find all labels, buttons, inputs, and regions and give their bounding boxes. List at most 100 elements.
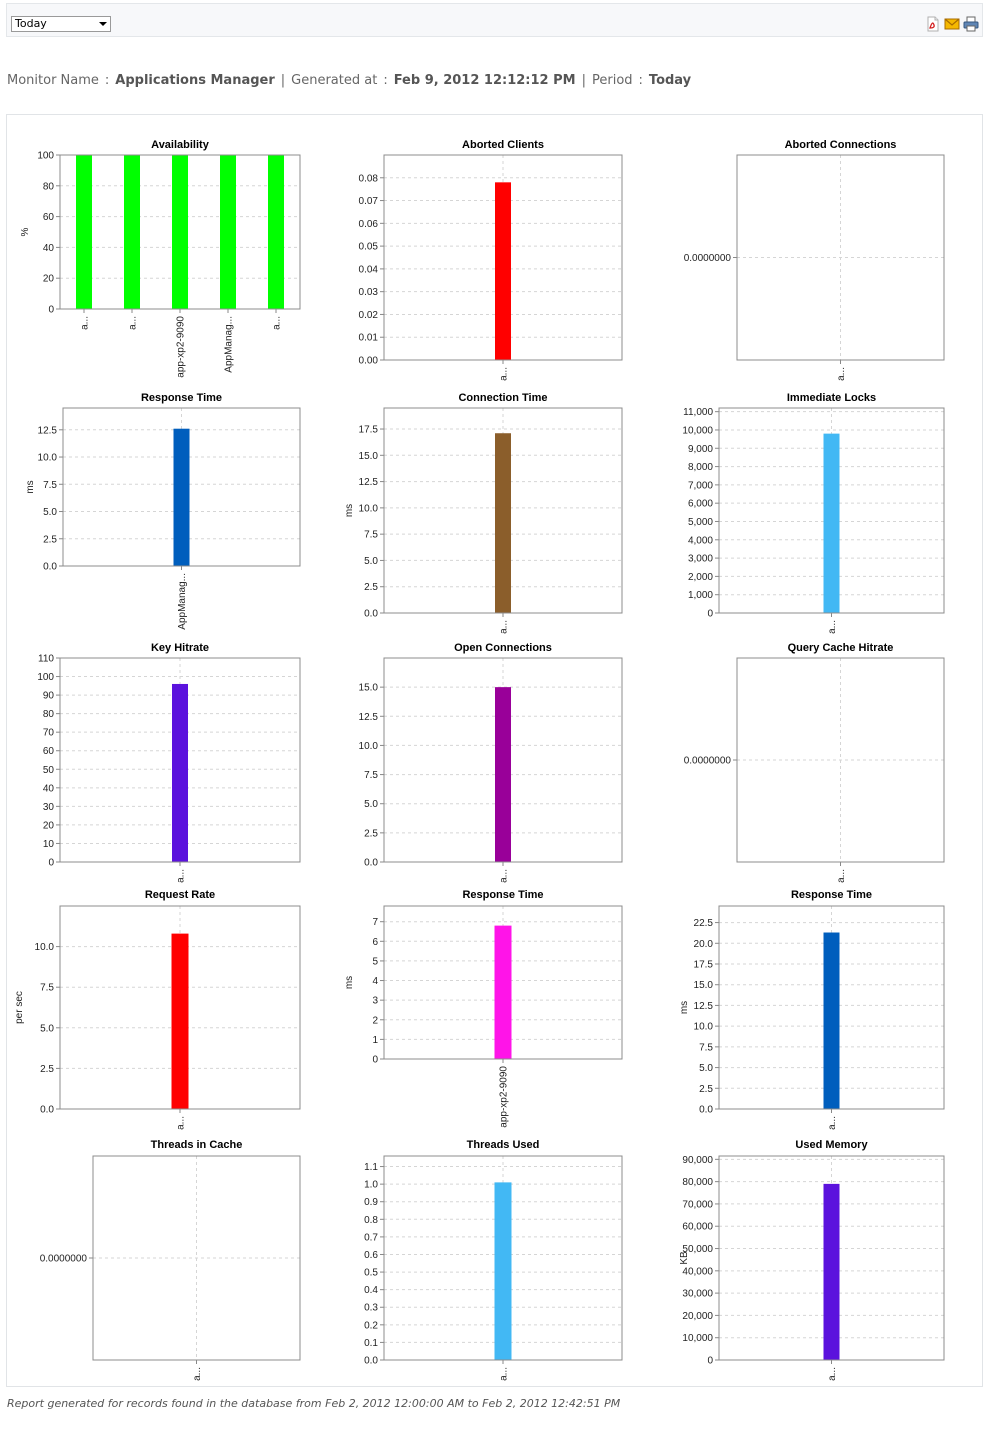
y-tick-label: 2.5: [699, 1084, 713, 1095]
bar: [495, 687, 511, 862]
chart-title: Response Time: [791, 889, 872, 901]
y-tick-label: 0.0: [699, 1105, 713, 1116]
plot-frame: [92, 1155, 301, 1361]
y-tick-label: 0.2: [364, 1320, 378, 1331]
y-tick-label: 20,000: [682, 1311, 713, 1322]
colon: :: [383, 73, 388, 88]
y-tick-label: 0.06: [359, 219, 379, 230]
plot-frame: [59, 905, 301, 1110]
chart-title: Open Connections: [454, 642, 552, 654]
y-tick-label: 0.04: [359, 264, 379, 275]
y-tick-label: 1.1: [364, 1162, 378, 1173]
period-select[interactable]: Today: [11, 16, 111, 32]
y-tick-label: 2.5: [364, 582, 378, 593]
y-tick-label: 0.0000000: [684, 253, 732, 264]
y-tick-label: 80: [43, 709, 55, 720]
x-tick-label: a...: [192, 1367, 203, 1381]
x-tick-label: a...: [499, 1367, 510, 1381]
chart-title: Aborted Clients: [462, 139, 544, 151]
pdf-icon[interactable]: [925, 16, 941, 32]
y-tick-label: 10.0: [359, 503, 379, 514]
y-tick-label: 40,000: [682, 1266, 713, 1277]
y-tick-label: 0.00: [359, 356, 379, 367]
x-tick-label: a...: [827, 1367, 838, 1381]
y-tick-label: 60: [43, 212, 55, 223]
y-tick-label: 0.0000000: [684, 756, 732, 767]
x-tick-label: a...: [827, 620, 838, 634]
chart-title: Request Rate: [145, 889, 215, 901]
y-tick-label: 15.0: [359, 683, 379, 694]
bar: [495, 433, 511, 613]
y-tick-label: 5.0: [364, 556, 378, 567]
plot-frame: [383, 657, 623, 863]
y-tick-label: 0.0: [364, 1356, 378, 1367]
y-tick-label: 9,000: [688, 444, 713, 455]
plot-frame: [383, 1155, 623, 1361]
y-tick-label: 5.0: [40, 1023, 54, 1034]
bar: [124, 155, 140, 309]
y-axis-label: KB: [679, 1251, 690, 1265]
y-tick-label: 1.0: [364, 1180, 378, 1191]
y-tick-label: 2.5: [40, 1064, 54, 1075]
y-tick-label: 50,000: [682, 1244, 713, 1255]
y-tick-label: 10.0: [359, 741, 379, 752]
y-tick-label: 4: [372, 976, 378, 987]
plot-frame: [383, 905, 623, 1060]
plot-frame: [718, 905, 945, 1110]
plot-frame: [383, 154, 623, 361]
chart-title: Aborted Connections: [785, 139, 897, 151]
charts-panel: Availability 0 20 40 60 80 100 a... a... app-xp2-…: [6, 114, 983, 1387]
y-axis-label: ms: [679, 1001, 690, 1014]
email-icon[interactable]: [944, 16, 960, 32]
y-tick-label: 2: [372, 1015, 378, 1026]
y-tick-label: 3: [372, 996, 378, 1007]
bar: [823, 1183, 840, 1360]
bar: [823, 932, 840, 1109]
plot-frame: [736, 154, 945, 361]
monitor-name-label: Monitor Name: [7, 73, 99, 88]
y-tick-label: 30: [43, 802, 55, 813]
y-tick-label: 7.5: [40, 983, 54, 994]
y-tick-label: 50: [43, 765, 55, 776]
print-icon[interactable]: [963, 16, 979, 32]
y-tick-label: 10,000: [682, 425, 713, 436]
y-tick-label: 7.5: [364, 530, 378, 541]
x-tick-label: app-xp2-9090: [176, 316, 187, 378]
plot-frame: [383, 407, 623, 614]
y-tick-label: 0.8: [364, 1215, 378, 1226]
y-tick-label: 12.5: [359, 477, 379, 488]
y-tick-label: 2,000: [688, 572, 713, 583]
y-tick-label: 0.0: [364, 858, 378, 869]
y-tick-label: 10.0: [38, 453, 58, 464]
y-tick-label: 5.0: [43, 507, 57, 518]
y-axis-label: ms: [344, 976, 355, 989]
plot-frame: [59, 657, 301, 863]
y-tick-label: 15.0: [359, 451, 379, 462]
x-tick-label: a...: [827, 1116, 838, 1130]
monitor-name-value: Applications Manager: [115, 73, 275, 88]
x-tick-label: a...: [836, 367, 847, 381]
y-tick-label: 0.9: [364, 1197, 378, 1208]
y-axis-label: %: [20, 227, 31, 236]
y-tick-label: 0: [48, 858, 54, 869]
y-tick-label: 80: [43, 181, 55, 192]
y-tick-label: 0.0: [43, 562, 57, 573]
y-tick-label: 0.0000000: [40, 1254, 88, 1265]
colon: :: [104, 73, 110, 88]
chart-title: Used Memory: [795, 1139, 868, 1151]
y-tick-label: 6,000: [688, 499, 713, 510]
y-tick-label: 60,000: [682, 1222, 713, 1233]
y-tick-label: 3,000: [688, 554, 713, 565]
plot-frame: [59, 154, 301, 310]
bar: [172, 683, 188, 862]
y-tick-label: 7,000: [688, 480, 713, 491]
y-tick-label: 0.7: [364, 1232, 378, 1243]
y-axis-label: per sec: [14, 991, 25, 1024]
y-tick-label: 0.0: [40, 1105, 54, 1116]
colon: :: [638, 73, 643, 88]
x-tick-label: a...: [499, 869, 510, 883]
y-tick-label: 90,000: [682, 1155, 713, 1166]
y-tick-label: 60: [43, 746, 55, 757]
period-label: Period: [591, 73, 633, 88]
y-tick-label: 0.05: [359, 242, 379, 253]
